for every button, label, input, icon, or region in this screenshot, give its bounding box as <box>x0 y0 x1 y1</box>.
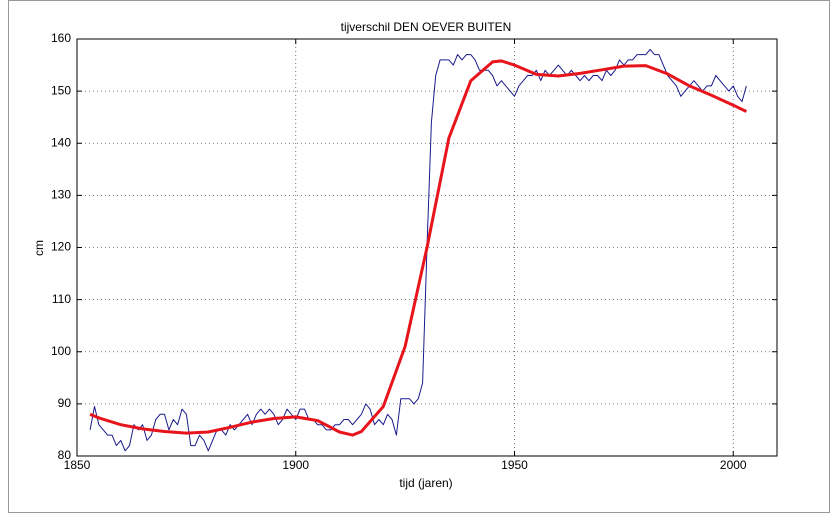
y-tick-label: 90 <box>58 396 72 410</box>
axes-box <box>76 38 778 457</box>
y-tick-label: 140 <box>51 135 71 149</box>
y-tick-label: 110 <box>52 292 71 306</box>
x-tick-label: 2000 <box>720 458 747 472</box>
chart-title: tijverschil DEN OEVER BUITEN <box>341 20 512 34</box>
y-tick-label: 130 <box>51 188 71 202</box>
x-tick-label: 1900 <box>282 458 309 472</box>
x-axis-label: tijd (jaren) <box>399 476 452 490</box>
y-tick-label: 160 <box>51 31 71 45</box>
y-tick-label: 120 <box>51 240 71 254</box>
y-tick-label: 100 <box>51 344 71 358</box>
series-line <box>89 59 748 437</box>
y-tick-label: 150 <box>51 83 71 97</box>
y-axis-label: cm <box>32 240 46 256</box>
series-line <box>89 48 747 452</box>
x-tick-label: 1950 <box>501 458 528 472</box>
y-tick-label: 80 <box>58 448 72 462</box>
x-tick-label: 1850 <box>64 458 91 472</box>
